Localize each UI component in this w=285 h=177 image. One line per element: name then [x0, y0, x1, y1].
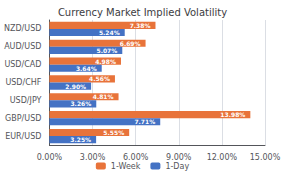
- svg-text:NZD/USD: NZD/USD: [4, 24, 41, 33]
- svg-text:1-Week: 1-Week: [111, 162, 141, 171]
- svg-text:3.00%: 3.00%: [80, 153, 106, 162]
- svg-text:USD/CHF: USD/CHF: [5, 78, 41, 87]
- svg-text:1-Day: 1-Day: [165, 162, 189, 171]
- svg-text:6.00%: 6.00%: [123, 153, 149, 162]
- svg-text:Currency Market Implied Volati: Currency Market Implied Volatility: [58, 7, 227, 18]
- svg-text:5.55%: 5.55%: [103, 129, 124, 136]
- svg-text:3.26%: 3.26%: [70, 100, 91, 107]
- svg-text:4.81%: 4.81%: [93, 93, 114, 100]
- svg-text:5.07%: 5.07%: [96, 47, 117, 54]
- svg-text:6.69%: 6.69%: [120, 40, 141, 47]
- svg-text:0.00%: 0.00%: [37, 153, 63, 162]
- svg-text:7.71%: 7.71%: [134, 118, 155, 125]
- svg-text:USD/CAD: USD/CAD: [4, 60, 41, 69]
- svg-text:3.64%: 3.64%: [76, 65, 97, 72]
- svg-text:USD/JPY: USD/JPY: [10, 96, 42, 105]
- svg-text:GBP/USD: GBP/USD: [5, 114, 41, 123]
- svg-text:13.98%: 13.98%: [220, 111, 245, 118]
- svg-text:AUD/USD: AUD/USD: [4, 42, 41, 51]
- svg-text:7.38%: 7.38%: [130, 22, 151, 29]
- svg-text:9.00%: 9.00%: [166, 153, 192, 162]
- svg-text:4.56%: 4.56%: [89, 75, 110, 82]
- svg-text:4.98%: 4.98%: [95, 58, 116, 65]
- svg-text:3.25%: 3.25%: [70, 136, 91, 143]
- svg-text:12.00%: 12.00%: [207, 153, 238, 162]
- svg-text:15.00%: 15.00%: [250, 153, 281, 162]
- svg-text:EUR/USD: EUR/USD: [5, 132, 41, 141]
- svg-text:5.24%: 5.24%: [99, 29, 120, 36]
- svg-text:2.90%: 2.90%: [65, 83, 86, 90]
